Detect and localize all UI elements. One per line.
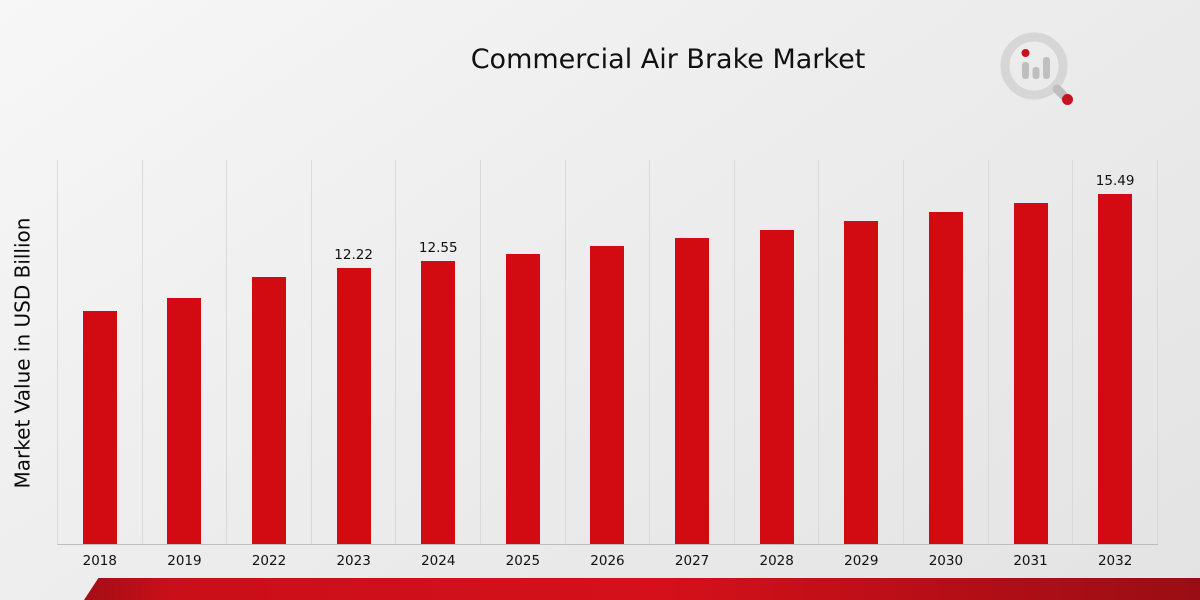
x-axis-tick-label-2024: 2024: [421, 553, 456, 569]
x-axis-tick-label-2022: 2022: [251, 553, 287, 569]
footer-red-band: [84, 578, 1200, 600]
bar-2031: [1013, 202, 1048, 544]
magnifier-bar-chart-icon: [1000, 32, 1073, 105]
bar-value-label-2023: 12.22: [334, 246, 373, 263]
bar-slot-2032: 15.49 2032: [1073, 160, 1158, 569]
x-axis-tick-label-2025: 2025: [505, 553, 541, 569]
x-axis-tick-label-2018: 2018: [82, 553, 117, 569]
bar-slot-2022: 2022: [227, 160, 312, 569]
bar-2032: [1098, 194, 1133, 544]
bar-2028: [759, 230, 794, 544]
y-axis-label-container: Market Value in USD Billion: [0, 160, 44, 545]
bar-2024: [421, 260, 456, 544]
x-axis-tick-label-2030: 2030: [928, 553, 964, 569]
bar-2026: [590, 245, 625, 544]
bar-slot-2029: 2029: [819, 160, 905, 569]
bar-2025: [505, 253, 540, 544]
bar-2029: [844, 220, 879, 544]
bar-slot-2019: 2019: [143, 160, 228, 569]
bar-slot-2030: 2030: [904, 160, 989, 569]
x-axis-tick-label-2032: 2032: [1097, 553, 1133, 569]
market-research-logo: [996, 26, 1082, 112]
bar-slot-2025: 2025: [481, 160, 566, 569]
x-axis-tick-label-2029: 2029: [844, 553, 879, 569]
x-axis-tick-label-2028: 2028: [759, 553, 794, 569]
x-axis-tick-label-2027: 2027: [674, 553, 710, 569]
bar-slot-2024: 12.55 2024: [396, 160, 482, 569]
bar-value-label-2032: 15.49: [1095, 173, 1135, 190]
bar-2022: [252, 277, 287, 544]
x-axis-tick-label-2031: 2031: [1013, 553, 1048, 569]
bar-slot-2031: 2031: [989, 160, 1074, 569]
bar-2027: [675, 237, 710, 544]
bar-slot-2018: 2018: [58, 160, 143, 569]
bar-value-label-2024: 12.55: [418, 239, 458, 256]
x-axis-tick-label-2026: 2026: [590, 553, 625, 569]
bar-slot-2023: 12.22 2023: [312, 160, 397, 569]
x-axis-tick-label-2019: 2019: [167, 553, 202, 569]
x-axis-tick-label-2023: 2023: [336, 553, 371, 569]
bar-2023: [336, 267, 371, 544]
bar-slot-2027: 2027: [650, 160, 735, 569]
chart-title: Commercial Air Brake Market: [470, 44, 866, 75]
bar-2030: [928, 211, 963, 544]
bar-slot-2028: 2028: [735, 160, 820, 569]
y-axis-label: Market Value in USD Billion: [10, 217, 34, 488]
bar-slot-2026: 2026: [566, 160, 651, 569]
plot-area: 2018 2019 2022 12.22 2023 12.55 2024 2025 2026 20…: [57, 160, 1158, 569]
bar-2018: [82, 311, 117, 544]
bar-2019: [167, 297, 202, 544]
